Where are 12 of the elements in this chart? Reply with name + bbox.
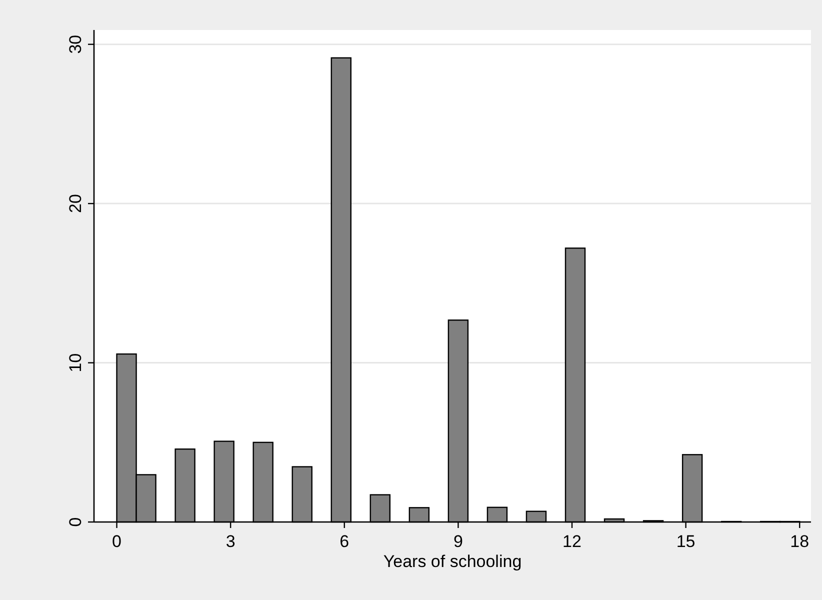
x-tick-label: 18: [790, 532, 810, 551]
y-tick-label: 20: [66, 194, 85, 214]
x-tick-label: 3: [226, 532, 236, 551]
y-tick-label: 0: [66, 517, 85, 527]
y-tick-label: 30: [66, 34, 85, 54]
x-tick-label: 9: [453, 532, 463, 551]
x-tick-label: 6: [340, 532, 350, 551]
y-tick-label: 10: [66, 353, 85, 372]
x-tick-label: 15: [676, 532, 696, 551]
x-axis-title: Years of schooling: [383, 552, 522, 571]
x-tick-label: 12: [562, 532, 582, 551]
x-tick-label: 0: [112, 532, 122, 551]
